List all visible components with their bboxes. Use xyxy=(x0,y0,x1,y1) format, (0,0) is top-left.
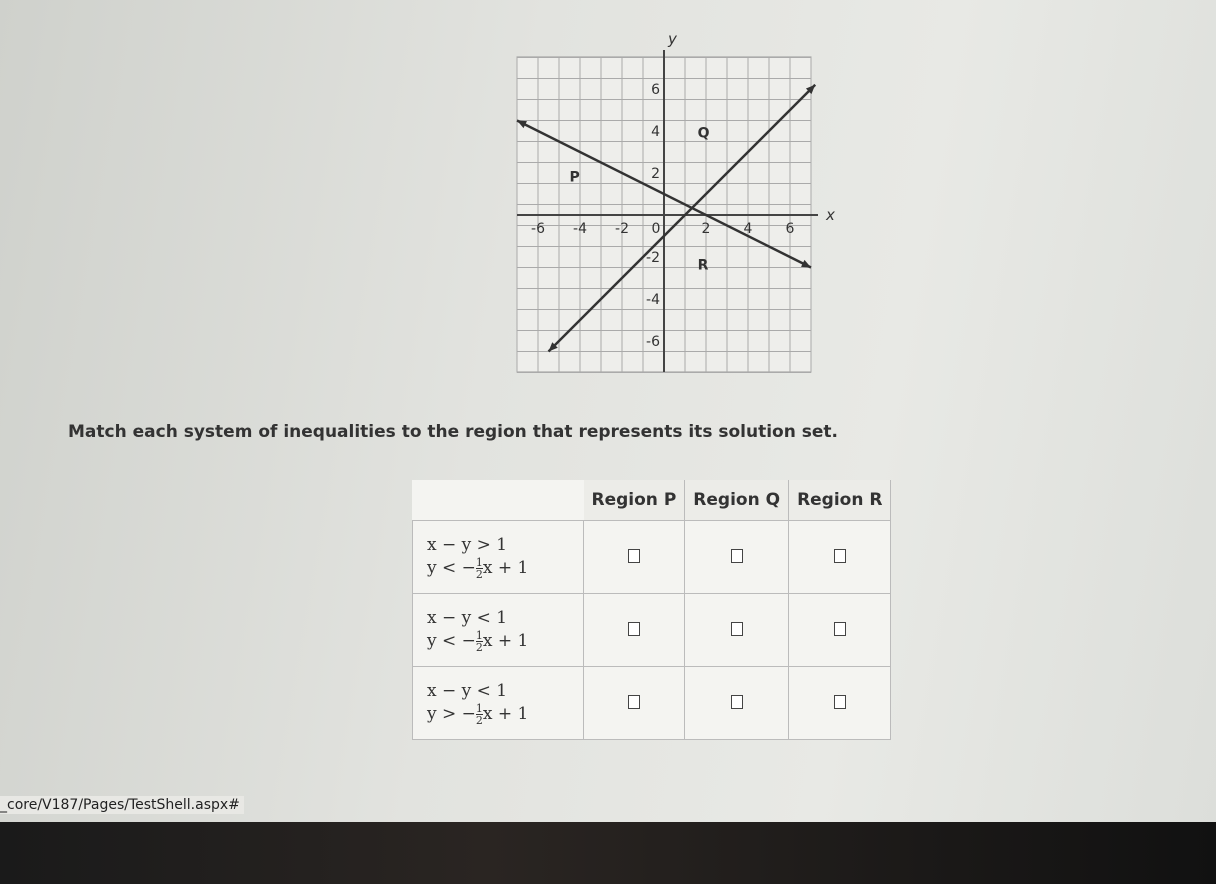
x-axis-label: x xyxy=(825,206,835,224)
checkbox[interactable] xyxy=(628,621,641,636)
choice-cell xyxy=(684,520,790,594)
choice-cell xyxy=(582,520,686,594)
y-tick-label: -6 xyxy=(646,334,660,350)
choice-cell xyxy=(582,593,686,667)
graph: x y -6 -4 -2 0 2 4 6 6 4 2 -2 -4 -6 P Q R xyxy=(516,30,835,373)
fraction-numerator: 1 xyxy=(475,555,483,569)
y-tick-label: 6 xyxy=(651,82,660,98)
fraction-numerator: 1 xyxy=(475,628,483,642)
inequality-1: x − y < 1 xyxy=(427,608,508,629)
checkbox[interactable] xyxy=(833,548,846,563)
arrowhead xyxy=(805,84,816,95)
boundary-line xyxy=(516,119,812,269)
y-tick-label: 4 xyxy=(651,124,660,140)
choice-cell xyxy=(684,593,790,667)
choice-cell xyxy=(684,666,790,740)
checkbox[interactable] xyxy=(730,694,743,709)
region-label: P xyxy=(570,169,580,185)
blank-header xyxy=(413,480,584,521)
y-tick-label: 2 xyxy=(651,166,660,182)
column-header: Region R xyxy=(788,480,892,521)
arrowhead xyxy=(548,342,558,352)
inequality-1: x − y < 1 xyxy=(427,681,508,702)
inequality-start: y < − xyxy=(427,557,476,578)
checkbox[interactable] xyxy=(730,621,743,636)
inequality-end: x + 1 xyxy=(482,703,529,724)
checkbox[interactable] xyxy=(628,694,641,709)
y-tick-label: -2 xyxy=(646,250,660,266)
x-tick-label: 6 xyxy=(786,221,795,237)
header-row: Region P Region Q Region R xyxy=(413,480,892,521)
inequality-1: x − y > 1 xyxy=(427,535,508,556)
y-tick-label: -4 xyxy=(646,292,660,308)
inequality-2: y > −1 2 x + 1 xyxy=(427,703,582,726)
status-url: _core/V187/Pages/TestShell.aspx# xyxy=(0,796,244,814)
inequality-2: y < −1 2 x + 1 xyxy=(427,557,582,580)
checkbox[interactable] xyxy=(833,694,846,709)
arrowhead xyxy=(517,120,527,129)
fraction-denominator: 2 xyxy=(475,713,483,727)
choice-cell xyxy=(788,593,892,667)
column-header: Region P xyxy=(583,480,686,521)
y-axis-label: y xyxy=(667,30,678,48)
checkbox[interactable] xyxy=(833,621,846,636)
taskbar xyxy=(0,822,1216,884)
boundary-line xyxy=(547,83,817,353)
inequality-end: x + 1 xyxy=(482,557,529,578)
x-tick-label: 0 xyxy=(652,221,661,237)
inequality-start: y < − xyxy=(427,630,476,651)
checkbox[interactable] xyxy=(628,548,641,563)
fraction-denominator: 2 xyxy=(475,567,483,581)
choice-cell xyxy=(582,666,686,740)
column-header: Region Q xyxy=(684,480,790,521)
inequality-2: y < −1 2 x + 1 xyxy=(427,630,582,653)
x-tick-label: 2 xyxy=(702,221,711,237)
inequality-end: x + 1 xyxy=(482,630,529,651)
fraction-numerator: 1 xyxy=(475,701,483,715)
x-tick-label: -4 xyxy=(573,221,587,237)
region-label: Q xyxy=(698,125,710,141)
fraction-denominator: 2 xyxy=(475,640,483,654)
x-tick-label: -6 xyxy=(531,221,545,237)
x-tick-label: 4 xyxy=(744,221,753,237)
choice-cell xyxy=(788,666,892,740)
checkbox[interactable] xyxy=(730,548,743,563)
region-label: R xyxy=(698,258,709,274)
inequality-start: y > − xyxy=(427,703,476,724)
choice-cell xyxy=(788,520,892,594)
instruction: Match each system of inequalities to the… xyxy=(68,422,838,442)
x-tick-label: -2 xyxy=(615,221,629,237)
arrowhead xyxy=(801,259,811,268)
